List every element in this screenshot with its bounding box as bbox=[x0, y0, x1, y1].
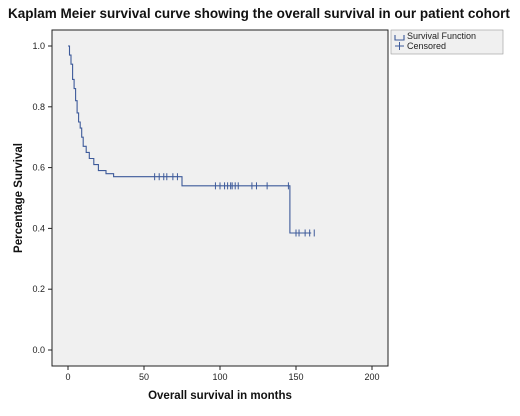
y-tick-label: 0.2 bbox=[32, 284, 45, 294]
legend-censored-label: Censored bbox=[407, 41, 446, 51]
y-tick-label: 0.6 bbox=[32, 163, 45, 173]
legend-box bbox=[390, 29, 504, 55]
survival-step-line bbox=[68, 45, 312, 234]
axes: 0.0 0.2 0.4 0.6 0.8 1.0 0 50 100 150 200 bbox=[32, 41, 379, 382]
y-axis-label: Percentage Survival bbox=[13, 143, 25, 253]
y-tick-label: 1.0 bbox=[32, 41, 45, 51]
x-tick-label: 50 bbox=[139, 372, 149, 382]
x-tick-label: 100 bbox=[212, 372, 227, 382]
y-tick-label: 0.8 bbox=[32, 102, 45, 112]
legend-censored-symbol bbox=[395, 42, 404, 50]
plot-area bbox=[51, 29, 389, 367]
x-axis-label: Overall survival in months bbox=[148, 390, 292, 402]
chart-title: Kaplam Meier survival curve showing the … bbox=[8, 6, 510, 21]
survival-line-group bbox=[68, 45, 312, 234]
y-tick-label: 0.4 bbox=[32, 223, 45, 233]
y-tick-label: 0.0 bbox=[32, 345, 45, 355]
x-tick-label: 200 bbox=[364, 372, 379, 382]
x-tick-label: 0 bbox=[65, 372, 70, 382]
x-tick-label: 150 bbox=[288, 372, 303, 382]
legend-survival-label: Survival Function bbox=[407, 31, 476, 41]
legend: Survival Function Censored bbox=[390, 29, 504, 55]
legend-survival-symbol bbox=[394, 35, 405, 41]
censored-marks bbox=[154, 173, 315, 237]
